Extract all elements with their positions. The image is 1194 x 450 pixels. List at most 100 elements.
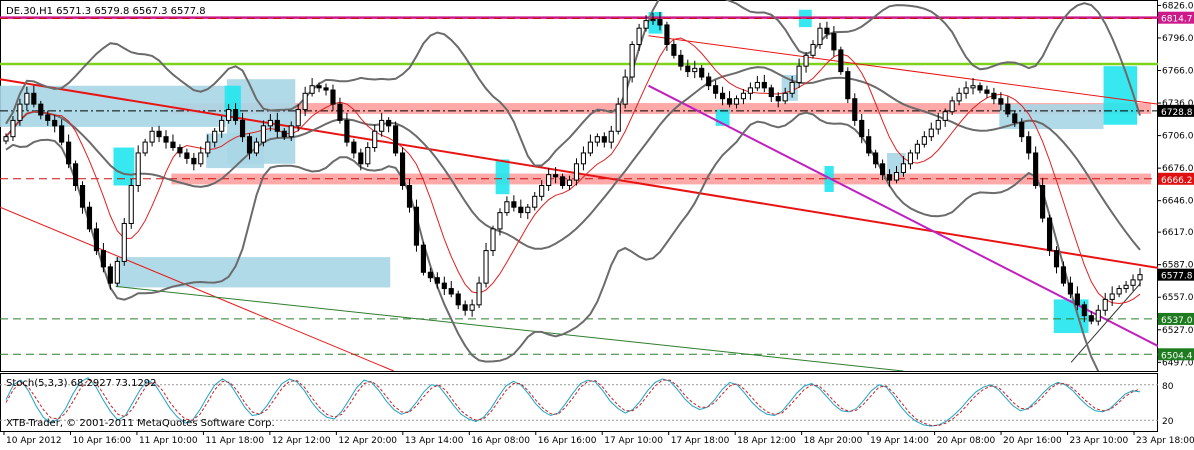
candle-body <box>984 89 990 94</box>
candle-body <box>629 43 635 78</box>
resistance-band <box>171 173 1152 185</box>
y-tick-label: 6557.0 <box>1162 293 1194 303</box>
candle-body <box>3 136 9 142</box>
candle-body <box>205 141 211 154</box>
candle-body <box>31 92 37 105</box>
x-tick-label: 16 Apr 16:00 <box>538 436 597 446</box>
candle-body <box>768 87 774 98</box>
candle-body <box>323 87 329 91</box>
candle-body <box>900 163 907 173</box>
candle-body <box>128 185 134 224</box>
candle-body <box>288 125 294 138</box>
price-label-box <box>1158 172 1194 185</box>
candle-body <box>246 136 253 154</box>
x-tick-label: 17 Apr 18:00 <box>671 436 730 446</box>
candle-body <box>928 128 934 138</box>
candle-body <box>664 24 670 45</box>
candle-body <box>372 130 378 149</box>
x-tick-label: 20 Apr 16:00 <box>1003 436 1062 446</box>
candle-body <box>580 152 587 165</box>
candle-body <box>455 293 461 306</box>
candle-body <box>1088 315 1094 322</box>
copyright-text: XTB-Trader, © 2001-2011 MetaQuotes Softw… <box>6 418 275 429</box>
candle-body <box>1053 250 1060 268</box>
candle-body <box>497 212 503 230</box>
candle-body <box>45 114 51 121</box>
candle-body <box>1060 266 1067 284</box>
candle-body <box>761 81 767 89</box>
y-tick-label: 6617.0 <box>1162 228 1194 238</box>
candle-body <box>886 174 893 181</box>
candle-body <box>893 171 900 181</box>
price-label: 6666.2 <box>1161 176 1193 186</box>
resistance-band <box>171 103 1152 114</box>
candle-body <box>177 147 183 154</box>
x-tick-label: 18 Apr 12:00 <box>737 436 796 446</box>
candle-body <box>622 76 628 105</box>
y-tick-label: 6676.0 <box>1162 164 1194 174</box>
candle-body <box>1005 103 1011 115</box>
candle-body <box>1026 136 1032 154</box>
candle-body <box>692 67 698 73</box>
candle-body <box>970 85 976 89</box>
candle-body <box>525 206 531 214</box>
candle-body <box>170 141 176 149</box>
candle-body <box>685 65 691 73</box>
candle-body <box>476 282 482 306</box>
candle-body <box>316 85 322 89</box>
x-tick-label: 23 Apr 10:00 <box>1070 436 1129 446</box>
candle-body <box>566 179 573 186</box>
y-tick-label: 6736.0 <box>1162 99 1194 109</box>
y-tick-label: 6826.0 <box>1162 1 1194 11</box>
x-tick-label: 12 Apr 12:00 <box>272 436 331 446</box>
price-label: 6577.8 <box>1161 272 1193 282</box>
y-tick-label: 6527.0 <box>1162 326 1194 336</box>
candle-body <box>413 206 420 246</box>
candle-body <box>671 43 677 56</box>
price-label: 6537.0 <box>1161 316 1193 326</box>
candle-body <box>1116 288 1122 295</box>
candle-body <box>448 288 454 295</box>
candle-body <box>726 98 733 105</box>
candle-body <box>907 152 913 165</box>
candle-body <box>657 19 663 26</box>
candle-body <box>100 250 106 268</box>
stoch-title: Stoch(5,3,3) 68.2927 73.1292 <box>6 378 157 389</box>
candle-body <box>79 185 86 208</box>
candle-body <box>733 98 740 105</box>
candle-body <box>720 92 726 100</box>
candle-body <box>963 87 969 94</box>
highlight-zone <box>0 85 226 127</box>
candle-body <box>379 119 385 132</box>
rising-trend-line <box>1070 282 1142 363</box>
candle-body <box>1130 279 1136 286</box>
x-tick-label: 12 Apr 20:00 <box>338 436 397 446</box>
candle-body <box>386 119 392 127</box>
candle-body <box>490 228 496 252</box>
candle-body <box>149 130 155 143</box>
candle-body <box>859 119 865 138</box>
candle-body <box>302 92 308 111</box>
chart-title: DE.30,H1 6571.3 6579.8 6567.3 6577.8 <box>6 6 206 17</box>
candle-body <box>393 125 399 154</box>
candle-body <box>219 119 225 132</box>
candle-body <box>754 81 760 89</box>
y-tick-label: 6706.0 <box>1162 132 1194 142</box>
price-label-box <box>1158 312 1194 325</box>
candle-body <box>66 141 72 165</box>
candle-body <box>532 195 538 208</box>
candle-body <box>462 304 468 311</box>
candle-body <box>775 96 781 102</box>
candle-body <box>121 222 127 262</box>
y-tick-label: 6587.0 <box>1162 261 1194 271</box>
candle-body <box>817 27 823 45</box>
highlight-zone <box>1103 66 1138 125</box>
candle-body <box>226 109 232 121</box>
moving-average <box>5 37 1141 305</box>
x-tick-label: 13 Apr 14:00 <box>405 436 464 446</box>
candle-body <box>1137 274 1143 281</box>
y-tick-label: 6497.0 <box>1162 358 1194 368</box>
bollinger-upper <box>5 0 1141 167</box>
